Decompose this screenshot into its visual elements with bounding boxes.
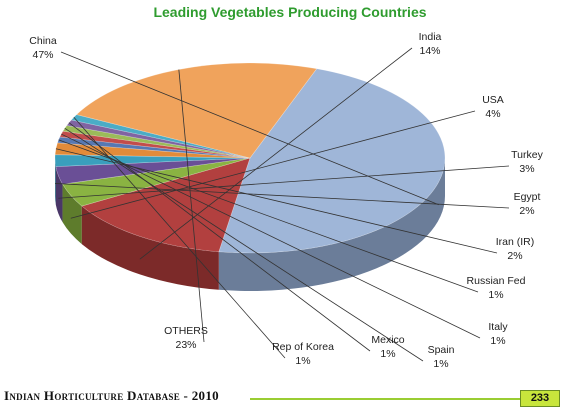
page-number-badge: 233 [520,390,560,407]
leader-line-mexico [68,122,371,352]
slice-label-iran-ir: Iran (IR) [496,236,535,248]
chart-title: Leading Vegetables Producing Countries [153,4,427,20]
leader-line-india [139,47,413,260]
leader-line-iran-ir [55,148,498,254]
footer-divider [250,398,520,400]
footer-title: Indian Horticulture Database - 2010 [4,388,219,403]
leader-line-others [178,69,205,343]
leader-line-egypt [55,183,510,209]
pie-side-egypt [55,158,56,205]
pie-side-india [81,206,219,290]
slice-label-italy: Italy [488,321,508,333]
slice-label-egypt: Egypt [514,191,541,203]
slice-value-russian-fed: 1% [488,289,503,301]
slice-label-mexico: Mexico [371,334,404,346]
slice-label-china: China [29,35,57,47]
slice-label-others: OTHERS [164,325,208,337]
slice-label-turkey: Turkey [511,149,543,161]
leader-line-china [60,51,439,206]
leader-line-turkey [58,165,510,199]
pie-slice-iran-ir- [54,142,251,159]
leader-line-russian-fed [58,139,479,293]
slice-label-usa: USA [482,94,504,106]
leader-line-spain [64,127,424,362]
slice-value-iran-ir: 2% [507,250,522,262]
slice-value-spain: 1% [433,358,448,370]
slice-value-italy: 1% [490,335,505,347]
pie-side-china [218,158,445,291]
pie-side-turkey [55,166,63,223]
leader-line-rep-of-korea [73,116,286,359]
slice-value-others: 23% [175,339,196,351]
slice-label-spain: Spain [428,344,455,356]
slice-value-china: 47% [32,49,53,61]
pie-side-usa [62,184,82,245]
slice-label-russian-fed: Russian Fed [467,275,526,287]
pie-slice-russian-fed [57,136,251,159]
slice-value-usa: 4% [485,108,500,120]
slice-label-india: India [419,31,442,43]
pie-slice-egypt [54,154,251,167]
leader-line-italy [61,133,481,339]
slice-value-rep-of-korea: 1% [295,355,310,367]
slice-label-rep-of-korea: Rep of Korea [272,341,334,353]
slice-value-egypt: 2% [519,205,534,217]
slice-value-india: 14% [419,45,440,57]
leader-line-usa [70,110,476,219]
slice-value-turkey: 3% [519,163,534,175]
slice-value-mexico: 1% [380,348,395,360]
